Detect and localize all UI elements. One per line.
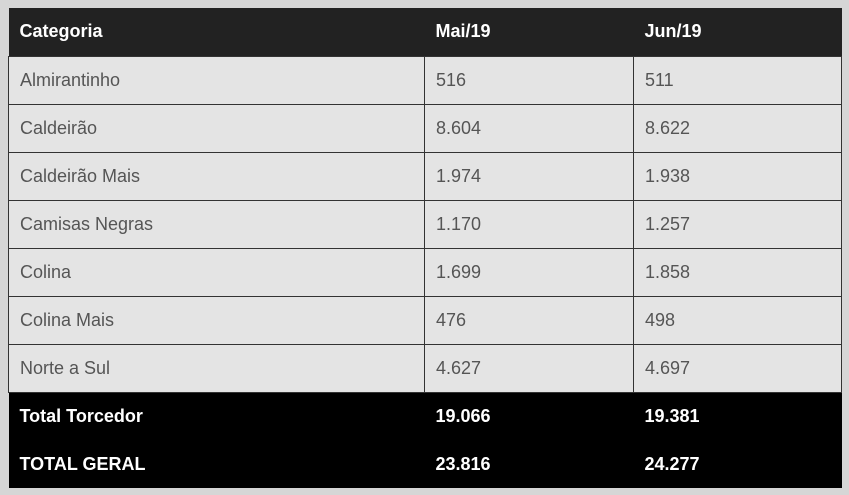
value-cell: 1.938 [633, 151, 842, 201]
category-cell: Caldeirão Mais [8, 151, 425, 201]
value-cell: 19.066 [424, 392, 634, 440]
header-cell: Categoria [8, 8, 425, 56]
value-cell: 516 [424, 55, 634, 105]
value-cell: 476 [424, 295, 634, 345]
category-cell: Total Torcedor [8, 392, 425, 440]
header-cell: Mai/19 [424, 8, 634, 56]
header-cell: Jun/19 [633, 8, 842, 56]
value-cell: 8.604 [424, 103, 634, 153]
table-row: Norte a Sul 4.627 4.697 [8, 343, 842, 393]
total-row: Total Torcedor 19.066 19.381 [8, 392, 842, 440]
value-cell: 498 [633, 295, 842, 345]
value-cell: 1.257 [633, 199, 842, 249]
category-cell: Caldeirão [8, 103, 425, 153]
value-cell: 1.170 [424, 199, 634, 249]
table-row: Colina 1.699 1.858 [8, 247, 842, 297]
category-cell: Colina Mais [8, 295, 425, 345]
value-cell: 24.277 [633, 440, 842, 488]
category-cell: Camisas Negras [8, 199, 425, 249]
value-cell: 23.816 [424, 440, 634, 488]
table-row: Camisas Negras 1.170 1.257 [8, 199, 842, 249]
table-body: Almirantinho 516 511 Caldeirão 8.604 8.622 Cal… [8, 55, 842, 488]
table-row: Colina Mais 476 498 [8, 295, 842, 345]
value-cell: 1.699 [424, 247, 634, 297]
value-cell: 511 [633, 55, 842, 105]
value-cell: 1.858 [633, 247, 842, 297]
table-row: Caldeirão 8.604 8.622 [8, 103, 842, 153]
data-table: Categoria Mai/19 Jun/19 Almirantinho 516 511… [8, 8, 842, 488]
value-cell: 4.697 [633, 343, 842, 393]
total-row: TOTAL GERAL 23.816 24.277 [8, 440, 842, 488]
value-cell: 19.381 [633, 392, 842, 440]
table-row: Almirantinho 516 511 [8, 55, 842, 105]
table-container: Categoria Mai/19 Jun/19 Almirantinho 516 511… [8, 8, 842, 488]
category-cell: Norte a Sul [8, 343, 425, 393]
table-header: Categoria Mai/19 Jun/19 [8, 8, 842, 56]
value-cell: 1.974 [424, 151, 634, 201]
category-cell: Almirantinho [8, 55, 425, 105]
category-cell: TOTAL GERAL [8, 440, 425, 488]
category-cell: Colina [8, 247, 425, 297]
table-row: Caldeirão Mais 1.974 1.938 [8, 151, 842, 201]
header-row: Categoria Mai/19 Jun/19 [8, 8, 842, 56]
value-cell: 8.622 [633, 103, 842, 153]
value-cell: 4.627 [424, 343, 634, 393]
